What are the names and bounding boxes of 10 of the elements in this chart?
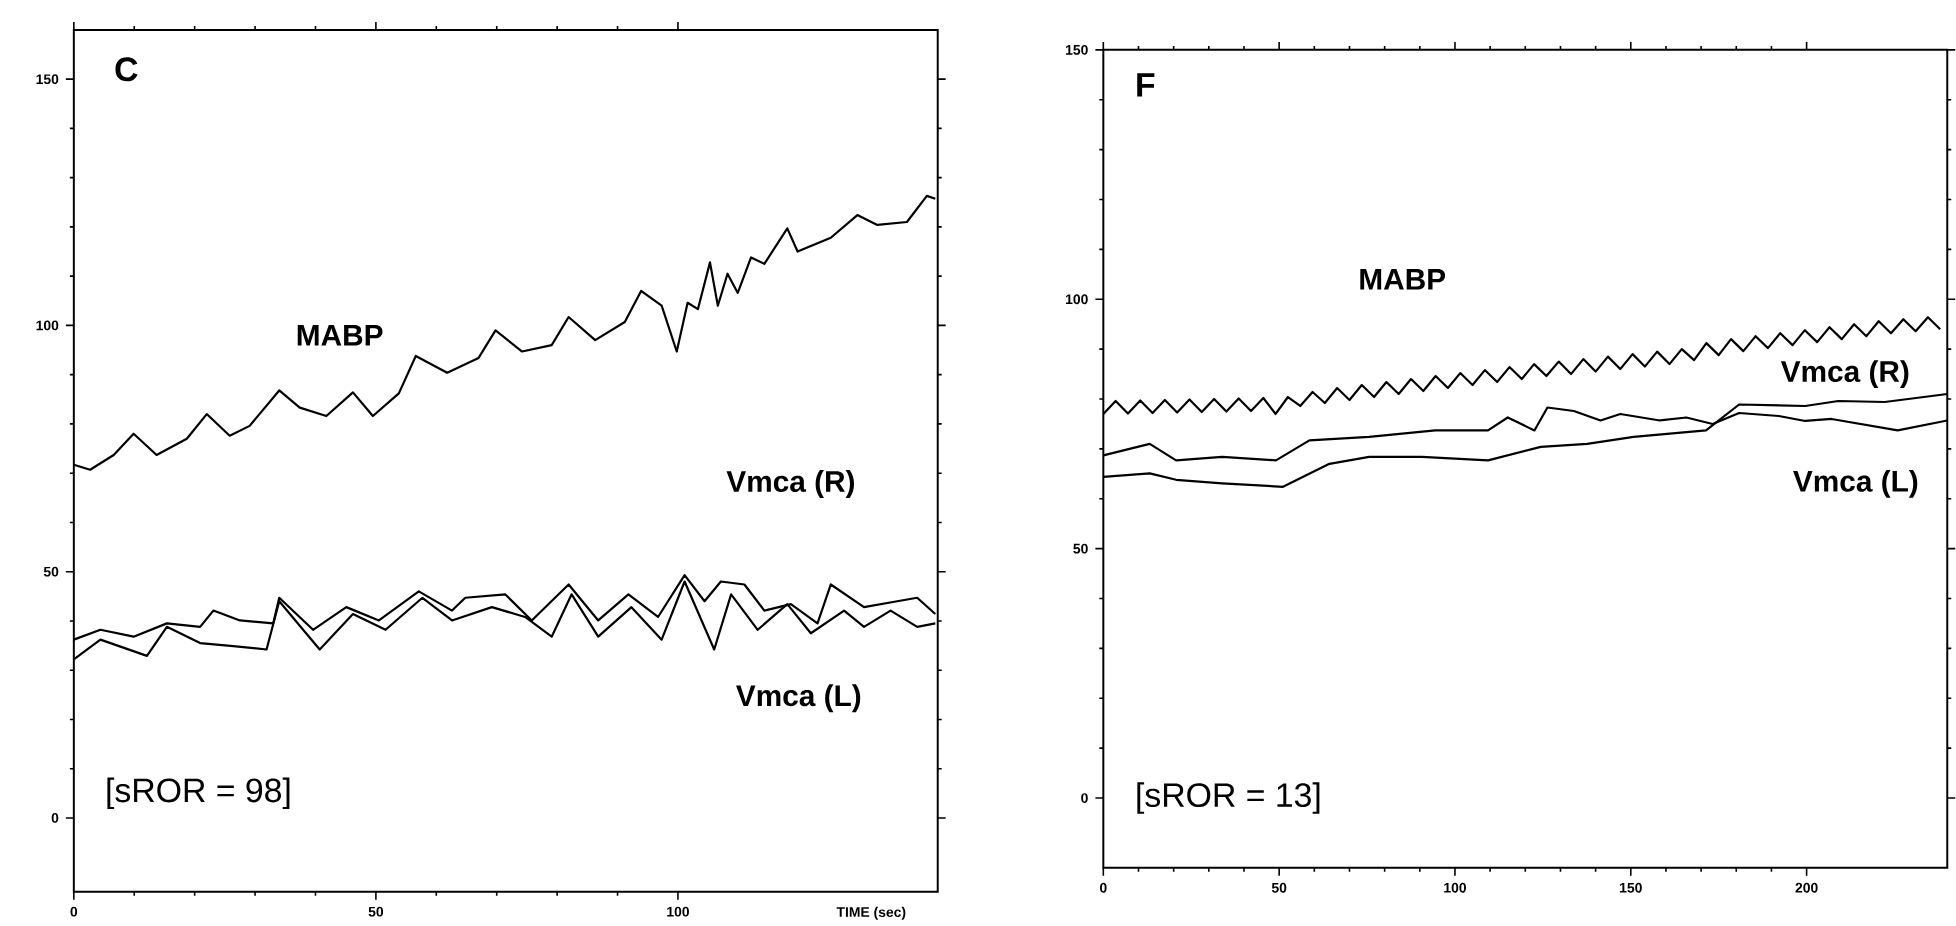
annotation: [sROR = 98]: [107, 777, 290, 809]
text: C: [115, 57, 138, 82]
series-label: Vmca (R): [1780, 359, 1909, 388]
text: MABP: [1360, 268, 1446, 290]
series-label: Vmca (L): [736, 684, 861, 712]
annotation: [sROR = 13]: [1137, 782, 1320, 814]
legend-label: Vmca (L): [1793, 469, 1918, 498]
series-label: MABP: [297, 324, 383, 346]
text: F: [1137, 72, 1155, 97]
text: Vmca (R): [726, 469, 855, 498]
